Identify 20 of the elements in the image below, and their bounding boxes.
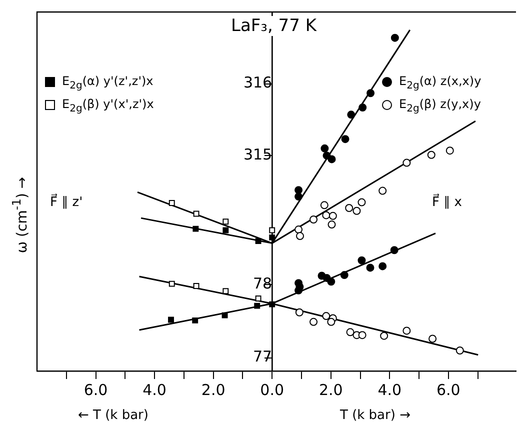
x-tick-label: 4.0 xyxy=(378,380,402,399)
legend-label: E$_{2g}$(α) z(x,x)y xyxy=(399,74,482,92)
annotation: F⃗ ∥ z' xyxy=(50,195,83,210)
text: ← T (k bar) xyxy=(78,408,148,423)
chart-title: LaF₃, 77 K xyxy=(228,16,320,36)
y2-tick-label: 77 xyxy=(253,348,272,366)
y-tick-label: 315 xyxy=(243,145,272,164)
legend-label: E$_{2g}$(β) z(y,x)y xyxy=(399,97,481,115)
legend-label: E$_{2g}$(α) y'(z',z')x xyxy=(62,74,154,92)
x-tick-label: 0.0 xyxy=(260,380,284,399)
x-tick-label: 2.0 xyxy=(318,380,343,399)
text: T (k bar) → xyxy=(340,408,410,423)
x-tick-label: 2.0 xyxy=(201,380,226,399)
y2-tick-label: 78 xyxy=(253,274,272,292)
legend-label: E$_{2g}$(β) y'(x',z')x xyxy=(62,97,154,115)
annotation: F⃗ ∥ x xyxy=(432,195,462,210)
x-tick-label: 4.0 xyxy=(142,380,166,399)
x-tick-label: 6.0 xyxy=(84,380,108,399)
y-tick-label: 316 xyxy=(243,74,272,92)
x-tick-label: 6.0 xyxy=(436,380,460,399)
